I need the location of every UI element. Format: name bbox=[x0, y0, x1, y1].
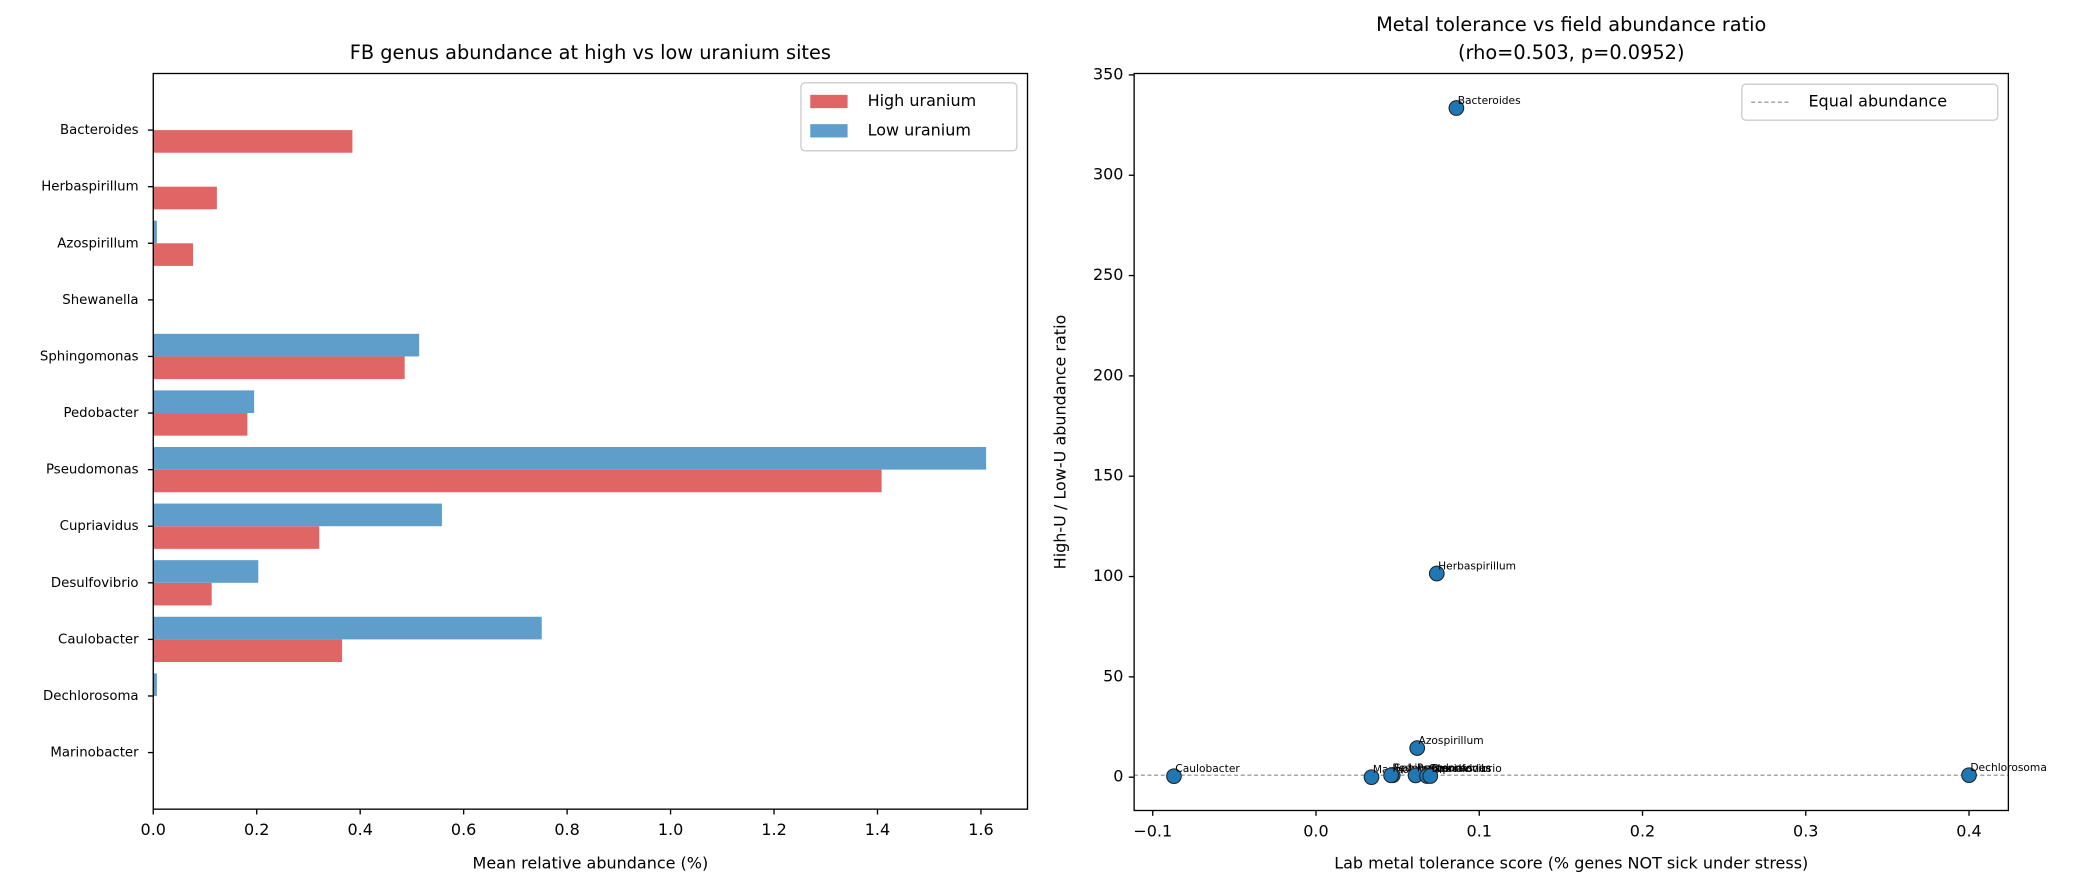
y-tick-label: 0 bbox=[1113, 767, 1123, 786]
x-tick-label: 0.3 bbox=[1793, 821, 1818, 840]
x-tick-label: 0.8 bbox=[554, 820, 579, 839]
x-tick-label: 0.2 bbox=[244, 820, 269, 839]
y-tick-label: 300 bbox=[1093, 165, 1124, 184]
point-label: Bacteroides bbox=[1458, 94, 1521, 107]
x-tick-label: 0.4 bbox=[347, 820, 372, 839]
y-tick-label: Shewanella bbox=[62, 293, 138, 308]
x-tick-label: 1.0 bbox=[658, 820, 683, 839]
bar bbox=[153, 616, 542, 640]
x-tick-label: 1.6 bbox=[968, 820, 993, 839]
point-label: Herbaspirillum bbox=[1438, 560, 1516, 573]
y-tick-label: Bacteroides bbox=[60, 123, 139, 138]
bar bbox=[153, 639, 343, 663]
x-axis-label: Lab metal tolerance score (% genes NOT s… bbox=[1334, 853, 1808, 872]
y-tick-label: Azospirillum bbox=[57, 236, 138, 251]
point bbox=[1448, 100, 1465, 116]
point bbox=[1961, 767, 1977, 784]
bar bbox=[153, 526, 320, 549]
point-label: Pedobacter bbox=[1392, 761, 1453, 774]
bar bbox=[153, 503, 442, 527]
bar bbox=[153, 130, 353, 153]
point bbox=[1422, 768, 1439, 784]
plot-frame bbox=[152, 72, 1029, 810]
point-label: Cupriavidus bbox=[1428, 762, 1492, 775]
legend-swatch bbox=[810, 94, 848, 109]
point-label: Desulfovibrio bbox=[1432, 762, 1502, 775]
y-tick-label: Desulfovibrio bbox=[51, 576, 139, 591]
bar bbox=[153, 560, 259, 583]
bar bbox=[153, 390, 255, 414]
y-tick-label: 100 bbox=[1093, 566, 1124, 585]
bar bbox=[153, 469, 882, 493]
y-tick-label: 150 bbox=[1093, 466, 1124, 485]
legend-label: High uranium bbox=[868, 91, 977, 110]
point bbox=[1409, 740, 1426, 756]
bar bbox=[153, 243, 194, 266]
bar bbox=[153, 186, 217, 210]
y-tick-label: Cupriavidus bbox=[60, 519, 139, 534]
y-tick-label: 200 bbox=[1093, 365, 1124, 384]
y-tick-label: 350 bbox=[1093, 64, 1124, 83]
y-axis-label: High-U / Low-U abundance ratio bbox=[1050, 315, 1069, 570]
y-tick-label: Herbaspirillum bbox=[41, 180, 138, 195]
bar bbox=[153, 582, 212, 606]
bar bbox=[153, 333, 420, 357]
bar bbox=[153, 356, 405, 380]
plot-frame bbox=[1133, 72, 2010, 812]
bar bbox=[153, 413, 248, 436]
x-tick-label: 0.4 bbox=[1956, 821, 1981, 840]
bar bbox=[153, 673, 157, 696]
bar bbox=[153, 220, 157, 244]
point-label: Azospirillum bbox=[1419, 734, 1484, 747]
point bbox=[1363, 769, 1380, 786]
chart-subtitle: (rho=0.503, p=0.0952) bbox=[1458, 41, 1685, 64]
legend-label: Low uranium bbox=[868, 120, 971, 139]
legend-box bbox=[1741, 83, 1999, 121]
legend-label: Equal abundance bbox=[1808, 92, 1947, 111]
point bbox=[1383, 767, 1399, 784]
x-tick-label: 0.2 bbox=[1630, 821, 1655, 840]
x-tick-label: 1.4 bbox=[865, 820, 890, 839]
y-tick-label: Sphingomonas bbox=[40, 349, 139, 364]
y-tick-label: 250 bbox=[1093, 265, 1124, 284]
x-tick-label: 0.0 bbox=[1303, 821, 1328, 840]
x-tick-label: −0.1 bbox=[1133, 821, 1172, 840]
chart-title: Metal tolerance vs field abundance ratio bbox=[1376, 13, 1766, 36]
y-tick-label: Caulobacter bbox=[58, 632, 139, 647]
y-tick-label: 50 bbox=[1103, 666, 1123, 685]
point-label: Caulobacter bbox=[1175, 762, 1240, 775]
point bbox=[1166, 768, 1182, 785]
y-tick-label: Pedobacter bbox=[63, 406, 139, 421]
x-tick-label: 1.2 bbox=[761, 820, 786, 839]
y-tick-label: Pseudomonas bbox=[46, 463, 139, 478]
point bbox=[1428, 565, 1445, 582]
x-axis-label: Mean relative abundance (%) bbox=[473, 853, 709, 872]
y-tick-label: Dechlorosoma bbox=[43, 689, 139, 704]
legend-box bbox=[800, 82, 1018, 152]
x-tick-label: 0.6 bbox=[451, 820, 476, 839]
legend-swatch bbox=[810, 124, 848, 138]
x-tick-label: 0.1 bbox=[1467, 821, 1492, 840]
y-tick-label: Marinobacter bbox=[50, 746, 139, 761]
bar bbox=[153, 446, 987, 470]
chart-title: FB genus abundance at high vs low uraniu… bbox=[350, 41, 831, 64]
x-tick-label: 0.0 bbox=[141, 820, 166, 839]
